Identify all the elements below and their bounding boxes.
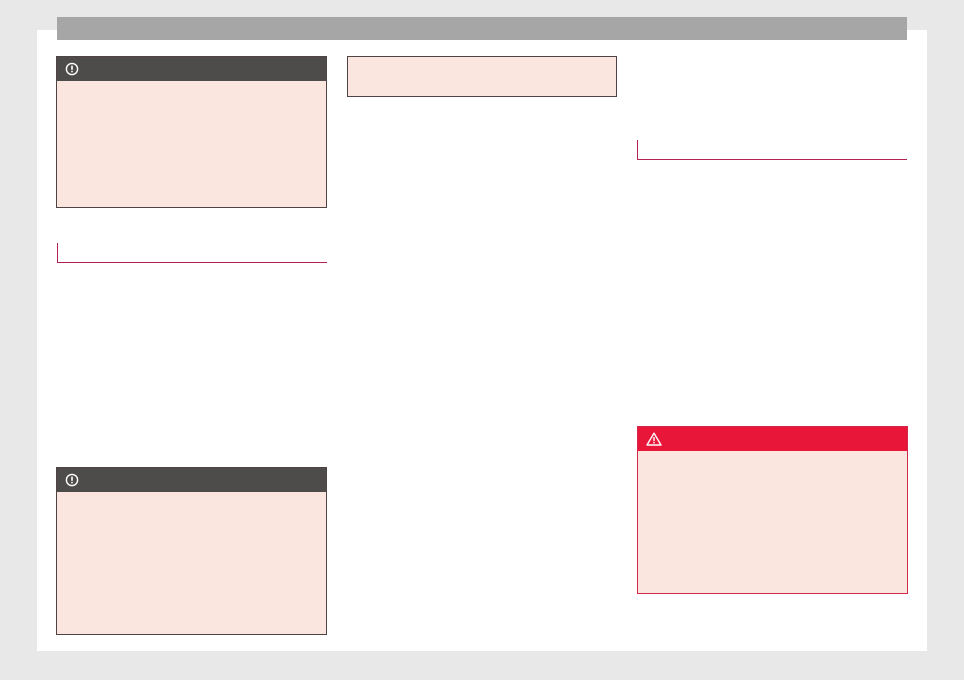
notice-header bbox=[57, 57, 326, 81]
notice-header bbox=[57, 468, 326, 492]
warning-triangle-icon bbox=[646, 432, 662, 446]
warning-header bbox=[638, 427, 907, 451]
header-bar bbox=[57, 17, 907, 40]
section-heading-rule bbox=[57, 243, 327, 263]
notice-box bbox=[56, 467, 327, 635]
notice-box bbox=[56, 56, 327, 208]
exclamation-circle-icon bbox=[65, 473, 79, 487]
info-box bbox=[347, 56, 617, 97]
exclamation-circle-icon bbox=[65, 62, 79, 76]
warning-box bbox=[637, 426, 908, 594]
section-heading-rule bbox=[637, 140, 907, 160]
